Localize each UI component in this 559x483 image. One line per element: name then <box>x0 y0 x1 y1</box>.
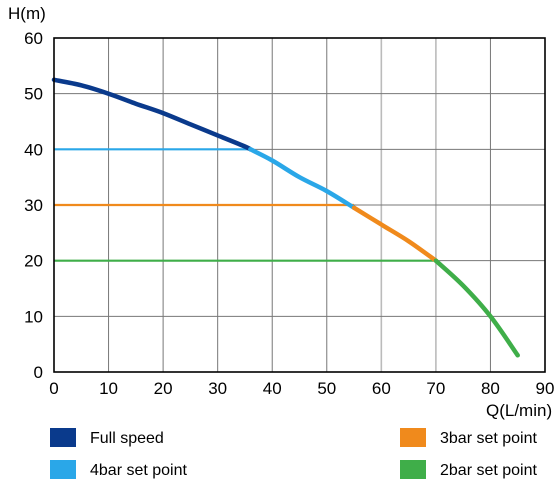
y-axis-label: H(m) <box>8 4 46 23</box>
x-axis-label: Q(L/min) <box>486 401 552 420</box>
x-tick-label: 30 <box>208 379 227 398</box>
series-lines <box>51 77 520 358</box>
curve-segment-full_speed <box>51 77 253 152</box>
legend-swatch-bar4 <box>50 460 76 479</box>
curve-segment-bar2 <box>433 258 520 358</box>
curve-segment-bar4 <box>248 147 357 211</box>
plot-frame <box>53 37 546 373</box>
legend: Full speed 3bar set point 4bar set point 2b… <box>50 428 538 479</box>
y-tick-label: 30 <box>24 196 43 215</box>
x-tick-label: 20 <box>154 379 173 398</box>
y-tick-label: 0 <box>34 363 43 382</box>
x-tick-label: 50 <box>317 379 336 398</box>
legend-swatch-full_speed <box>50 428 76 447</box>
legend-label-bar3: 3bar set point <box>440 430 538 447</box>
legend-label-full_speed: Full speed <box>90 430 164 447</box>
x-tick-label: 10 <box>99 379 118 398</box>
x-tick-labels: 0 10 20 30 40 50 60 70 80 90 <box>49 379 554 398</box>
legend-label-bar4: 4bar set point <box>90 462 188 479</box>
x-tick-label: 80 <box>481 379 500 398</box>
y-tick-label: 20 <box>24 252 43 271</box>
y-tick-labels: 0 10 20 30 40 50 60 <box>24 29 43 382</box>
y-tick-label: 40 <box>24 140 43 159</box>
x-tick-label: 70 <box>426 379 445 398</box>
x-tick-label: 0 <box>49 379 58 398</box>
x-tick-label: 40 <box>263 379 282 398</box>
y-tick-label: 10 <box>24 307 43 326</box>
legend-swatch-bar3 <box>400 428 426 447</box>
legend-swatch-bar2 <box>400 460 426 479</box>
y-tick-label: 50 <box>24 85 43 104</box>
y-tick-label: 60 <box>24 29 43 48</box>
legend-label-bar2: 2bar set point <box>440 462 538 479</box>
x-tick-label: 90 <box>536 379 555 398</box>
x-tick-label: 60 <box>372 379 391 398</box>
curve-segment-bar3 <box>351 205 439 263</box>
